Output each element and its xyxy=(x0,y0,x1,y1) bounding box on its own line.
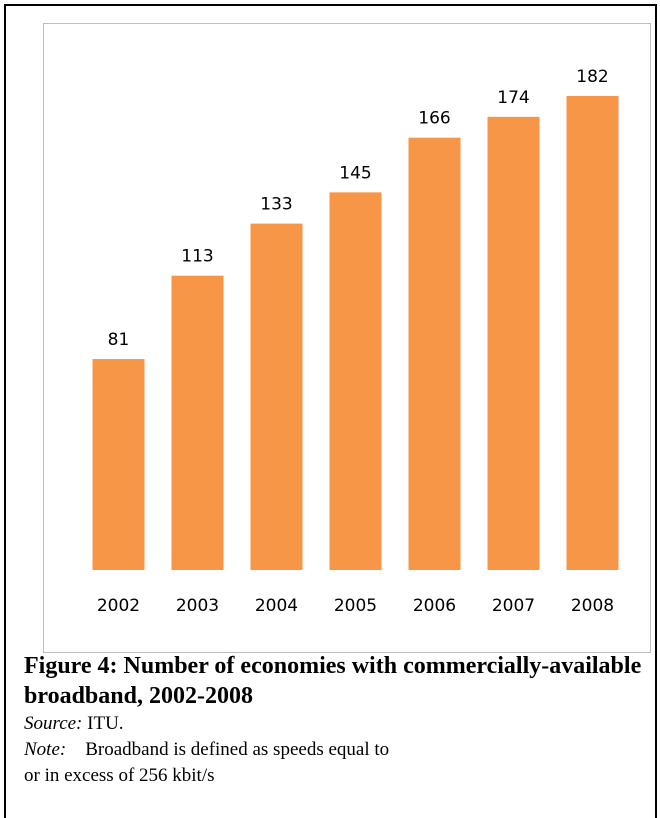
figure-title: Figure 4: Number of economies with comme… xyxy=(24,653,642,709)
x-tick-2008: 2008 xyxy=(571,596,614,616)
source-key: Source: xyxy=(24,713,83,734)
x-tick-2002: 2002 xyxy=(97,596,140,616)
x-tick-2007: 2007 xyxy=(492,596,535,616)
note-line-2: or in excess of 256 kbit/s xyxy=(24,763,644,789)
data-label-2007: 174 xyxy=(497,88,529,108)
source-text: ITU. xyxy=(87,713,124,734)
bar-2006 xyxy=(408,137,461,570)
x-tick-2005: 2005 xyxy=(334,596,377,616)
x-tick-2004: 2004 xyxy=(255,596,298,616)
bar-2003 xyxy=(171,275,224,570)
figure-frame: 81 2002 113 2003 133 2004 145 2005 166 2006 174 200… xyxy=(4,4,657,818)
bar-2002 xyxy=(92,359,145,570)
bar-2005 xyxy=(329,192,382,570)
data-label-2002: 81 xyxy=(108,330,130,350)
data-label-2005: 145 xyxy=(339,163,371,183)
note-line: Note: Broadband is defined as speeds equ… xyxy=(24,737,644,763)
bar-2004 xyxy=(250,223,303,570)
x-tick-2003: 2003 xyxy=(176,596,219,616)
note-text-line1: Broadband is defined as speeds equal to xyxy=(85,739,390,760)
data-label-2008: 182 xyxy=(576,67,608,87)
data-label-2004: 133 xyxy=(260,195,292,215)
note-text-line2: or in excess of 256 kbit/s xyxy=(24,765,215,786)
data-label-2003: 113 xyxy=(181,247,213,267)
bar-2007 xyxy=(487,116,540,570)
bar-chart: 81 2002 113 2003 133 2004 145 2005 166 2006 174 200… xyxy=(92,67,619,616)
chart-area: 81 2002 113 2003 133 2004 145 2005 166 2006 174 200… xyxy=(43,23,651,653)
figure-caption: Figure 4: Number of economies with comme… xyxy=(24,651,644,789)
note-key: Note: xyxy=(24,739,67,760)
source-line: Source: ITU. xyxy=(24,711,644,737)
data-label-2006: 166 xyxy=(418,109,450,129)
bar-2008 xyxy=(566,96,619,570)
x-tick-2006: 2006 xyxy=(413,596,456,616)
